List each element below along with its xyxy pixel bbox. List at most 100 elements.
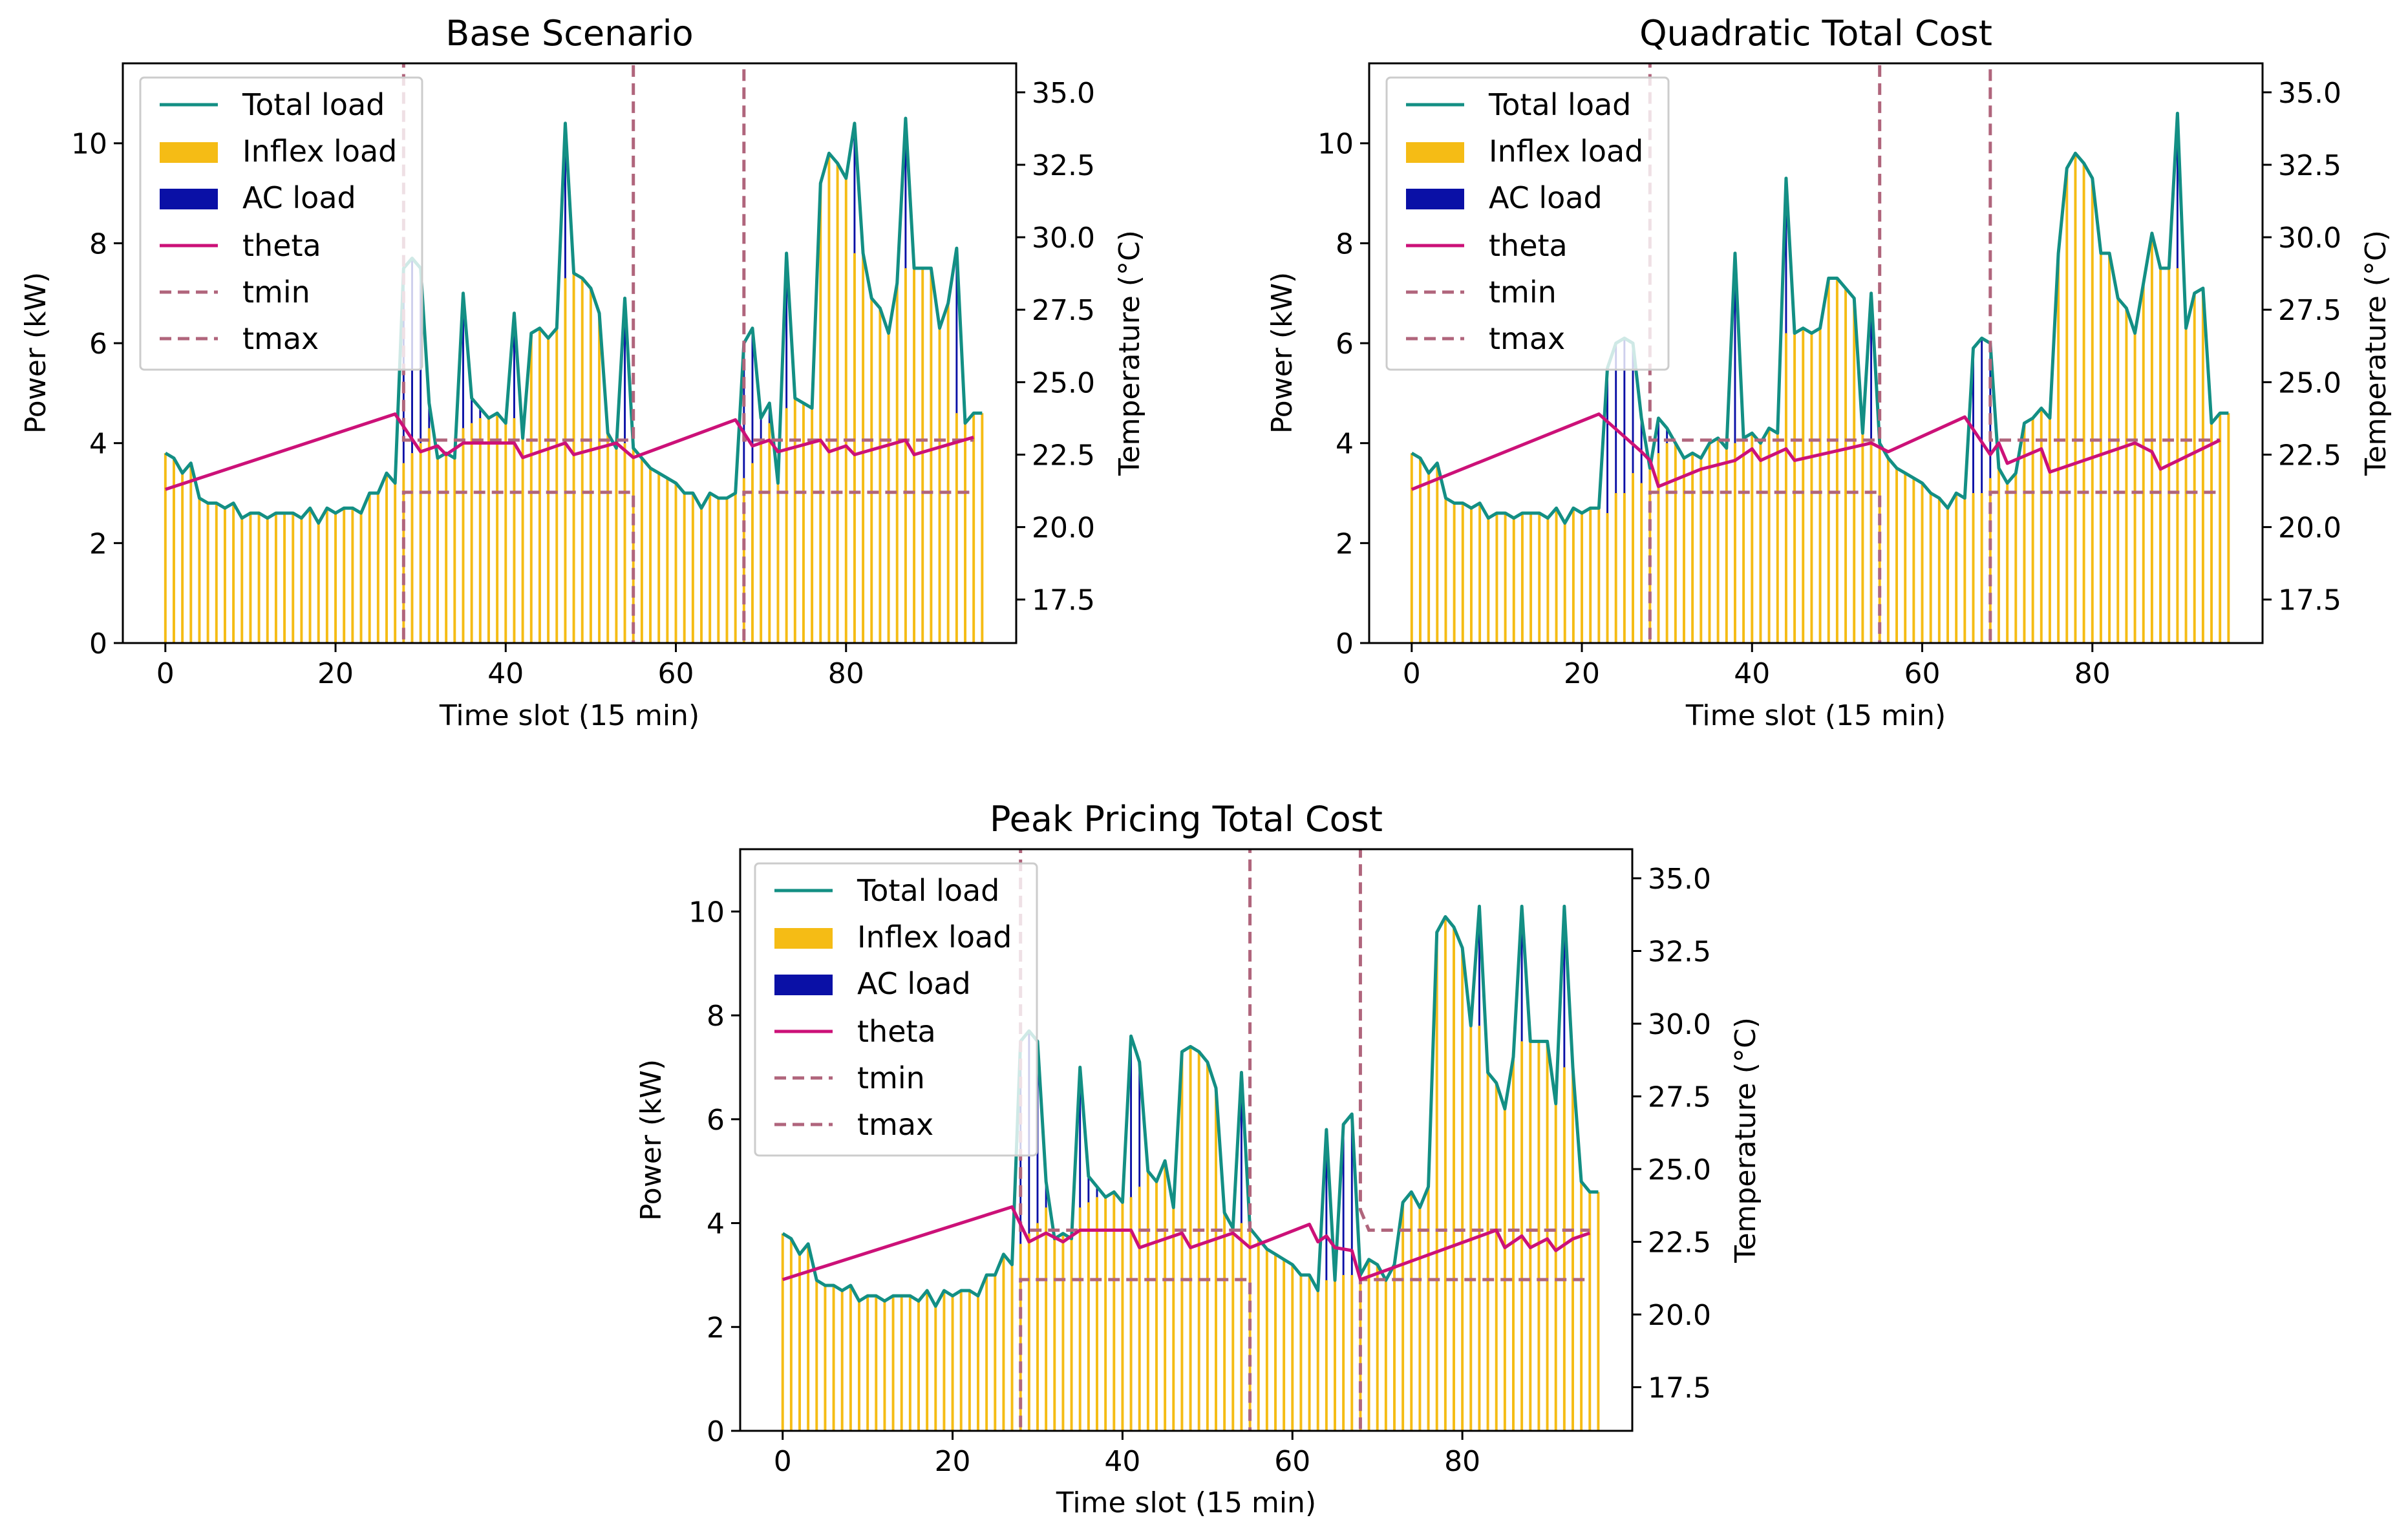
inflex-load-bar (343, 508, 346, 643)
inflex-load-bar (359, 512, 363, 643)
inflex-load-bar (657, 473, 661, 643)
axes-frame (739, 848, 1634, 1432)
inflex-load-bar (1138, 1187, 1141, 1431)
y-tick-label: 0 (707, 1415, 725, 1448)
inflex-load-bar (2057, 253, 2060, 643)
ac-load-bar (1079, 1067, 1081, 1208)
y-ticks: 0 2 4 6 8 10 (688, 896, 740, 1448)
inflex-load-bar (1487, 518, 1490, 643)
inflex-load-bar (802, 403, 805, 643)
inflex-load-bar (2210, 423, 2213, 643)
inflex-load-bar (1061, 1233, 1065, 1431)
inflex-load-bar (1538, 512, 1541, 643)
inflex-load-bar (1197, 1051, 1200, 1431)
inflex-load-bar (2006, 483, 2009, 643)
inflex-load-bar (840, 1291, 844, 1431)
inflex-load-bar (1818, 328, 1822, 643)
y2-tick-label: 20.0 (2278, 512, 2341, 545)
x-ticks: 0 20 40 60 80 (774, 1431, 1480, 1478)
y2-tick-label: 32.5 (2278, 149, 2341, 182)
y2-axis-label: Temperature (°C) (1729, 1017, 1762, 1263)
inflex-load-bar (815, 1280, 818, 1431)
inflex-load-bar (938, 328, 941, 643)
inflex-load-bar (1759, 443, 1762, 643)
inflex-load-bar (1350, 1274, 1354, 1431)
inflex-load-bar (1469, 508, 1473, 643)
inflex-load-bar (1614, 493, 1617, 643)
inflex-load-bar (487, 418, 490, 643)
legend-swatch-inflex-load (774, 928, 833, 949)
inflex-load-bar (700, 508, 703, 643)
inflex-load-bar (1683, 458, 1685, 643)
ac-load-bar (785, 253, 788, 408)
inflex-load-bar (598, 313, 601, 643)
inflex-load-bar (189, 463, 193, 643)
inflex-load-bar (547, 338, 550, 643)
inflex-load-bar (793, 398, 796, 643)
axes-frame (122, 62, 1018, 644)
inflex-load-bar (921, 268, 924, 643)
inflex-load-bar (964, 423, 967, 643)
legend-label-tmax: tmax (242, 321, 319, 356)
legend-label-ac-load: AC load (242, 180, 356, 215)
inflex-load-bar (1708, 443, 1711, 643)
inflex-load-bar (1793, 333, 1796, 643)
ac-load-bar (1087, 1176, 1090, 1203)
inflex-load-bar (1164, 1161, 1167, 1431)
inflex-load-bar (283, 512, 286, 643)
y-tick-label: 8 (707, 1000, 725, 1033)
ac-load-bar (1657, 418, 1659, 454)
ac-load-bar (624, 298, 626, 443)
inflex-load-bar (853, 253, 856, 643)
inflex-load-bar (1401, 1202, 1405, 1431)
inflex-load-bar (725, 498, 729, 643)
tmin-line (1648, 491, 2221, 643)
inflex-load-bar (1580, 1181, 1583, 1431)
inflex-load-bar (985, 1274, 988, 1431)
inflex-load-bar (1104, 1197, 1107, 1431)
legend-swatch-ac-load (160, 189, 218, 209)
inflex-load-bar (1010, 1264, 1014, 1431)
inflex-load-bar (734, 493, 737, 643)
y2-tick-label: 30.0 (1032, 222, 1095, 255)
inflex-load-bar (376, 493, 379, 643)
inflex-load-bar (858, 1301, 860, 1431)
inflex-load-bar (1955, 493, 1958, 643)
inflex-load-bar (832, 1285, 835, 1431)
inflex-load-bar (1444, 498, 1447, 643)
y-tick-label: 8 (1336, 227, 1354, 260)
inflex-load-bar (1810, 333, 1813, 643)
y2-tick-label: 32.5 (1032, 149, 1095, 182)
inflex-load-bar (1215, 1088, 1217, 1431)
inflex-load-bar (1393, 1264, 1396, 1431)
ac-load-bar (1666, 428, 1668, 443)
inflex-load-bar (862, 253, 865, 643)
inflex-load-bar (317, 523, 320, 643)
inflex-load-bar (807, 1243, 810, 1431)
y2-ticks: 17.5 20.0 22.5 25.0 27.5 30.0 32.5 35.0 (2263, 77, 2341, 617)
inflex-load-bar (240, 518, 244, 643)
inflex-load-bar (2040, 408, 2043, 643)
inflex-load-bar (445, 453, 448, 643)
inflex-load-bar (232, 503, 235, 643)
y2-tick-label: 35.0 (1648, 863, 1711, 896)
inflex-load-bar (1418, 1207, 1422, 1431)
inflex-load-bar (1921, 483, 1924, 643)
inflex-load-bar (223, 508, 226, 643)
inflex-load-bar (1554, 1103, 1557, 1431)
inflex-load-bar (462, 428, 465, 643)
inflex-load-bar (274, 512, 277, 643)
inflex-load-bar (1767, 428, 1771, 643)
ac-load-bar (1615, 343, 1617, 494)
inflex-load-bar (1461, 947, 1464, 1431)
legend-label-total-load: Total load (1488, 87, 1631, 122)
inflex-load-bar (2065, 168, 2069, 643)
legend-label-tmax: tmax (1489, 321, 1565, 356)
inflex-load-bar (1606, 512, 1609, 643)
legend-swatch-inflex-load (160, 142, 218, 163)
inflex-load-bar (1461, 503, 1464, 643)
ac-load-bar (1981, 338, 1983, 494)
chart-peak-pricing-total-cost: Peak Pricing Total Cost Time slot (15 mi… (635, 799, 1762, 1519)
theta-line (1411, 412, 2221, 491)
inflex-load-bar (946, 303, 950, 643)
